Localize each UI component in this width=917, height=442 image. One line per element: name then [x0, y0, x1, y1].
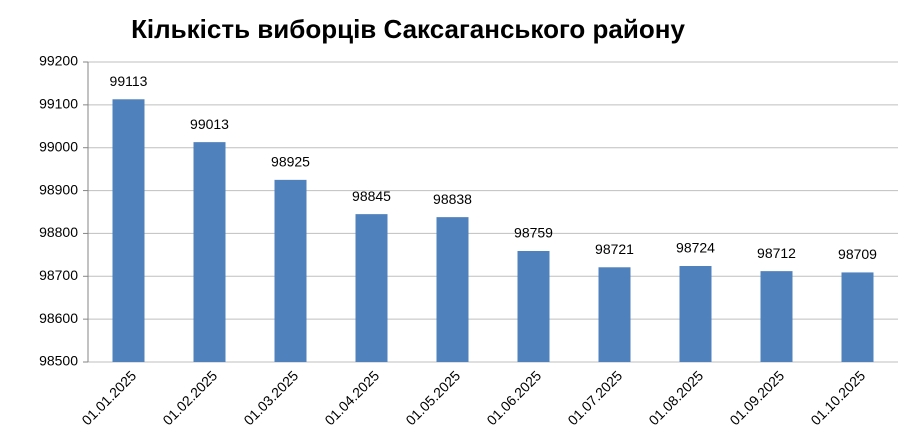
- x-tick-label: 01.09.2025: [726, 367, 787, 428]
- bar: [355, 214, 388, 362]
- x-tick-label: 01.02.2025: [159, 367, 220, 428]
- data-label: 99013: [190, 116, 229, 132]
- bar: [517, 251, 550, 362]
- y-tick-label: 99000: [39, 138, 78, 154]
- y-tick-label: 98800: [39, 224, 78, 240]
- x-tick-label: 01.06.2025: [483, 367, 544, 428]
- data-label: 98712: [757, 245, 796, 261]
- chart-title: Кількість виборців Саксаганського району: [131, 14, 685, 44]
- data-label: 98838: [433, 191, 472, 207]
- x-tick-label: 01.01.2025: [78, 367, 139, 428]
- y-tick-label: 98500: [39, 353, 78, 369]
- x-tick-label: 01.08.2025: [645, 367, 706, 428]
- y-tick-label: 99100: [39, 96, 78, 112]
- data-label: 98759: [514, 225, 553, 241]
- data-label: 98925: [271, 154, 310, 170]
- data-label: 98709: [838, 246, 877, 262]
- x-tick-label: 01.10.2025: [807, 367, 868, 428]
- bar: [679, 266, 712, 362]
- y-tick-label: 99200: [39, 53, 78, 69]
- y-tick-label: 98600: [39, 310, 78, 326]
- x-tick-label: 01.07.2025: [564, 367, 625, 428]
- bar: [841, 272, 874, 362]
- data-label: 98845: [352, 188, 391, 204]
- x-tick-label: 01.03.2025: [240, 367, 301, 428]
- data-label: 98724: [676, 240, 715, 256]
- x-tick-label: 01.05.2025: [402, 367, 463, 428]
- y-tick-label: 98900: [39, 181, 78, 197]
- bar: [274, 179, 307, 362]
- y-tick-label: 98700: [39, 267, 78, 283]
- bar: [436, 217, 469, 362]
- bar: [112, 99, 145, 363]
- data-label: 99113: [110, 73, 148, 89]
- x-tick-label: 01.04.2025: [321, 367, 382, 428]
- data-label: 98721: [595, 241, 634, 257]
- bar: [598, 267, 631, 362]
- bar: [193, 142, 226, 362]
- bar: [760, 271, 793, 362]
